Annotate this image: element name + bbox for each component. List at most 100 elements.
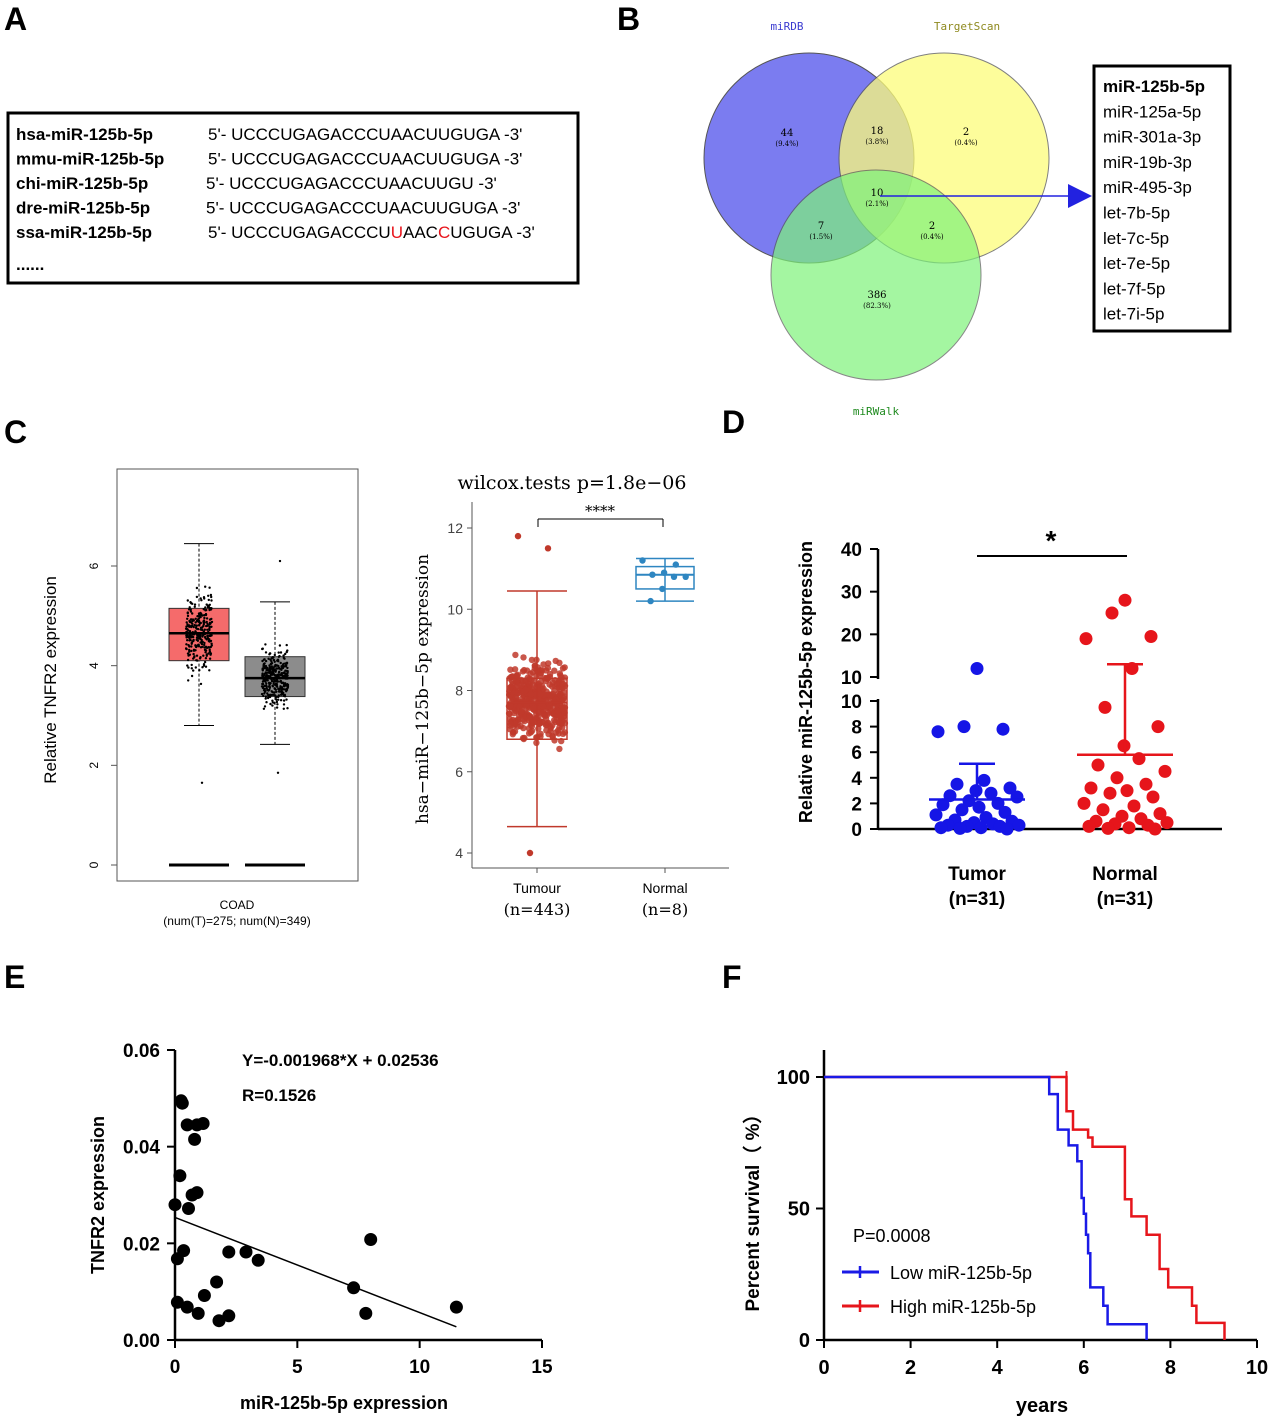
data-point	[283, 693, 286, 696]
data-point	[192, 625, 195, 629]
data-point	[507, 720, 514, 727]
significance-star: *	[1046, 525, 1057, 556]
data-point	[1077, 796, 1091, 810]
data-point	[974, 821, 988, 835]
y-tick-label: 8	[455, 683, 463, 699]
data-point	[199, 615, 202, 619]
y-tick-label: 2	[87, 762, 101, 769]
data-point	[936, 798, 950, 812]
data-point	[274, 694, 277, 697]
data-point	[204, 657, 208, 660]
data-point	[273, 691, 276, 694]
data-point	[284, 674, 287, 678]
mirna-list-item: let-7c-5p	[1103, 229, 1169, 248]
data-point	[202, 654, 205, 657]
data-point	[1144, 630, 1158, 643]
data-point	[222, 1245, 236, 1259]
data-point	[190, 667, 193, 670]
sequence-part: 5'- UCCCUGAGACCCU	[208, 223, 391, 242]
panel-label-d: D	[722, 404, 745, 440]
data-point	[972, 800, 986, 814]
data-point	[205, 624, 208, 628]
data-point	[239, 1245, 253, 1259]
data-point	[268, 686, 272, 689]
data-point	[202, 608, 205, 611]
mirna-list-item: miR-495-3p	[1103, 178, 1192, 197]
data-point	[197, 617, 201, 620]
data-point	[182, 1202, 195, 1215]
data-point	[359, 1306, 373, 1320]
data-point	[1153, 807, 1167, 821]
data-point	[189, 601, 192, 604]
data-point	[509, 731, 516, 738]
data-point	[208, 657, 212, 660]
data-point	[1101, 821, 1115, 835]
mirna-sequence: 5'- UCCCUGAGACCCUAACUUGUGA -3'	[208, 150, 522, 169]
x-tick-label: Tumor	[948, 864, 1006, 885]
data-point	[996, 722, 1010, 736]
data-point	[194, 666, 197, 669]
data-point	[203, 621, 206, 624]
data-point	[274, 669, 277, 672]
sequence-part: UGUGA -3'	[450, 223, 535, 242]
panel-a-sequence-alignment: hsa-miR-125b-5p 5'- UCCCUGAGACCCUAACUUGUG…	[6, 111, 580, 285]
data-point	[198, 669, 201, 672]
data-point	[186, 612, 189, 615]
data-point	[282, 654, 285, 657]
data-point	[998, 805, 1012, 819]
data-point	[555, 719, 562, 726]
x-axis-sublabel: (num(T)=275; num(N)=349)	[163, 914, 310, 928]
data-point	[953, 821, 967, 835]
data-point	[205, 620, 208, 624]
data-point	[196, 615, 199, 618]
data-point	[522, 686, 529, 693]
data-point	[189, 638, 192, 642]
legend-label: Low miR-125b-5p	[890, 1263, 1032, 1283]
regression-equation: Y=-0.001968*X + 0.02536	[242, 1051, 439, 1070]
data-point	[273, 687, 276, 690]
data-point	[188, 606, 191, 609]
data-point	[188, 648, 191, 652]
data-point	[191, 612, 194, 615]
y-tick-label: 0.06	[123, 1041, 160, 1062]
data-point	[522, 678, 530, 685]
x-tick-label: Tumour	[513, 880, 561, 896]
data-point	[556, 712, 563, 719]
data-point	[197, 633, 201, 637]
data-point	[268, 695, 272, 699]
sequence-part: 5'- UCCCUGAGACCCUAACUUGUGA -3'	[208, 150, 522, 169]
panel-label-f: F	[722, 959, 742, 995]
x-axis-label: years	[1016, 1395, 1068, 1417]
data-point	[1127, 799, 1141, 813]
data-point	[194, 644, 197, 648]
data-point	[203, 646, 206, 649]
data-point	[950, 777, 964, 791]
data-point	[203, 614, 206, 617]
data-point	[264, 684, 268, 687]
data-point	[197, 624, 201, 627]
data-point	[261, 672, 264, 675]
data-point	[279, 685, 282, 688]
data-point	[270, 660, 273, 663]
data-point	[199, 626, 203, 629]
data-point	[1120, 784, 1134, 798]
sequence-part: 5'- UCCCUGAGACCCUAACUUGU -3'	[206, 174, 497, 193]
data-point	[263, 662, 266, 665]
data-point	[556, 745, 563, 753]
data-point	[207, 598, 210, 602]
data-point	[266, 692, 269, 695]
data-point	[526, 713, 534, 720]
data-point	[270, 662, 273, 665]
data-point	[193, 605, 196, 608]
data-point	[190, 663, 193, 667]
data-point	[185, 625, 188, 628]
data-point	[208, 634, 211, 638]
data-point	[547, 723, 554, 730]
data-point	[278, 666, 281, 669]
data-point	[279, 651, 283, 654]
data-point	[195, 586, 199, 590]
data-point	[198, 657, 202, 660]
data-point	[195, 654, 199, 657]
mirna-list-item: miR-19b-3p	[1103, 153, 1192, 172]
data-point	[530, 681, 537, 688]
